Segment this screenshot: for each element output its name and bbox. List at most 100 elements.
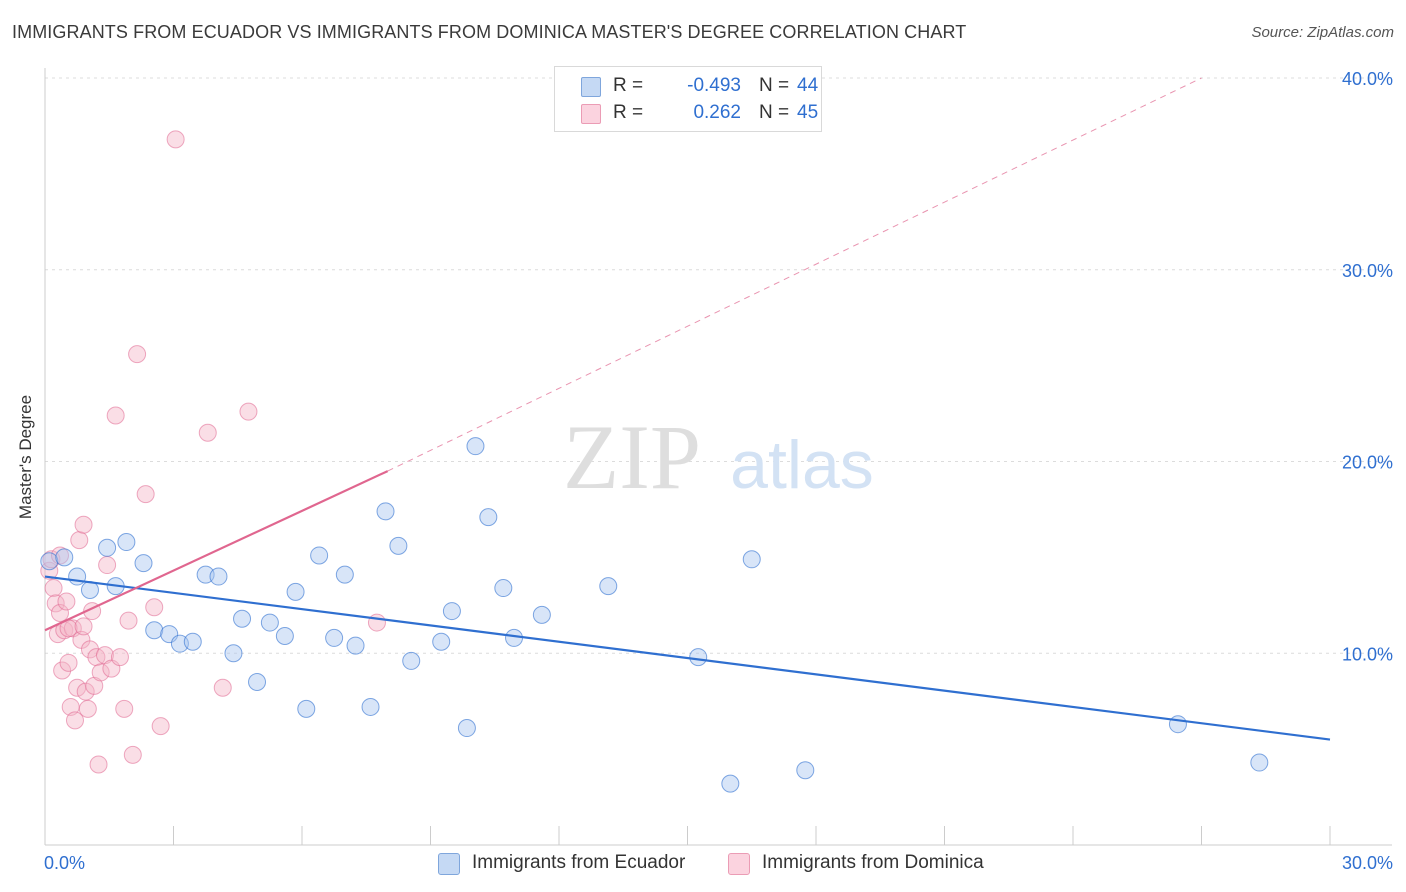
point-ecuador [297, 699, 316, 718]
legend-n-label: N = [759, 102, 790, 123]
y-axis-label: Master's Degree [16, 394, 35, 520]
point-dominica [119, 611, 138, 630]
point-dominica [367, 613, 386, 632]
point-dominica [74, 617, 93, 636]
point-dominica [59, 653, 78, 672]
point-ecuador [55, 548, 74, 567]
point-dominica [98, 556, 117, 575]
point-ecuador [335, 565, 354, 584]
point-ecuador [505, 628, 524, 647]
point-dominica [57, 592, 76, 611]
point-ecuador [40, 552, 59, 571]
legend-swatch-ecuador [581, 77, 601, 97]
point-dominica [106, 406, 125, 425]
point-ecuador [117, 533, 136, 552]
point-ecuador [796, 761, 815, 780]
legend-r-value: -0.493 [687, 75, 741, 96]
point-ecuador [1250, 753, 1269, 772]
point-dominica [70, 531, 89, 550]
correlation-legend: R = -0.493 N = 44 R = 0.262 N = 45 [554, 66, 822, 132]
data-points [40, 130, 1269, 793]
legend-n-label: N = [759, 75, 790, 96]
point-ecuador [248, 673, 267, 692]
point-dominica [128, 345, 147, 364]
point-ecuador [494, 579, 513, 598]
trend-lines [44, 77, 1331, 741]
chart-title: IMMIGRANTS FROM ECUADOR VS IMMIGRANTS FR… [12, 22, 967, 42]
point-ecuador [233, 609, 252, 628]
point-ecuador [376, 502, 395, 521]
point-ecuador [134, 554, 153, 573]
point-ecuador [599, 577, 618, 596]
point-ecuador [310, 546, 329, 565]
point-ecuador [442, 602, 461, 621]
point-dominica [44, 579, 63, 598]
trend-line-dominica [44, 470, 389, 632]
y-tick-label: 30.0% [1342, 261, 1393, 281]
legend-r-label: R = [613, 102, 644, 123]
point-dominica [145, 598, 164, 617]
point-ecuador [479, 508, 498, 527]
bottom-legend-swatch-ecuador [438, 853, 460, 875]
legend-n-value: 45 [797, 102, 819, 123]
point-dominica [78, 699, 97, 718]
point-dominica [198, 423, 217, 442]
point-ecuador [145, 621, 164, 640]
point-dominica [166, 130, 185, 149]
tick-labels: 10.0% 20.0% 30.0% 40.0% 0.0% 30.0% [44, 69, 1393, 873]
point-dominica [115, 699, 134, 718]
point-ecuador [721, 774, 740, 793]
x-tick-label: 30.0% [1342, 853, 1393, 873]
point-dominica [65, 711, 84, 730]
point-ecuador [183, 632, 202, 651]
legend-r-label: R = [613, 75, 644, 96]
y-tick-label: 10.0% [1342, 644, 1393, 664]
bottom-legend-label-dominica: Immigrants from Dominica [762, 852, 984, 873]
point-ecuador [689, 648, 708, 667]
x-tick-label: 0.0% [44, 853, 85, 873]
point-ecuador [466, 437, 485, 456]
point-ecuador [209, 567, 228, 586]
source-label: Source: ZipAtlas.com [1251, 24, 1394, 41]
legend-r-value: 0.262 [693, 102, 741, 123]
point-ecuador [742, 550, 761, 569]
point-ecuador [68, 567, 87, 586]
y-tick-label: 40.0% [1342, 69, 1393, 89]
point-ecuador [286, 582, 305, 601]
point-ecuador [224, 644, 243, 663]
point-ecuador [275, 626, 294, 645]
point-dominica [151, 717, 170, 736]
watermark-atlas: atlas [730, 427, 874, 503]
point-ecuador [346, 636, 365, 655]
bottom-legend-swatch-dominica [728, 853, 750, 875]
point-dominica [53, 661, 72, 680]
point-ecuador [361, 697, 380, 716]
bottom-legend-label-ecuador: Immigrants from Ecuador [472, 852, 686, 873]
point-ecuador [432, 632, 451, 651]
watermark: ZIP atlas [563, 406, 874, 508]
point-ecuador [532, 605, 551, 624]
point-dominica [40, 561, 59, 580]
point-ecuador [325, 628, 344, 647]
point-ecuador [98, 538, 117, 557]
y-tick-label: 20.0% [1342, 453, 1393, 473]
point-ecuador [1168, 715, 1187, 734]
axes [44, 68, 1392, 846]
legend-n-value: 44 [797, 75, 819, 96]
point-ecuador [260, 613, 279, 632]
point-dominica [123, 745, 142, 764]
point-ecuador [389, 536, 408, 555]
legend-swatch-dominica [581, 104, 601, 124]
point-ecuador [402, 651, 421, 670]
point-dominica [50, 603, 69, 622]
trend-line-ecuador [44, 575, 1331, 741]
point-dominica [74, 515, 93, 534]
watermark-zip: ZIP [563, 406, 701, 508]
point-dominica [213, 678, 232, 697]
point-ecuador [457, 719, 476, 738]
point-dominica [110, 648, 129, 667]
trend-line-dominica [387, 77, 1202, 472]
grid-lines [45, 77, 1392, 654]
point-dominica [91, 663, 110, 682]
